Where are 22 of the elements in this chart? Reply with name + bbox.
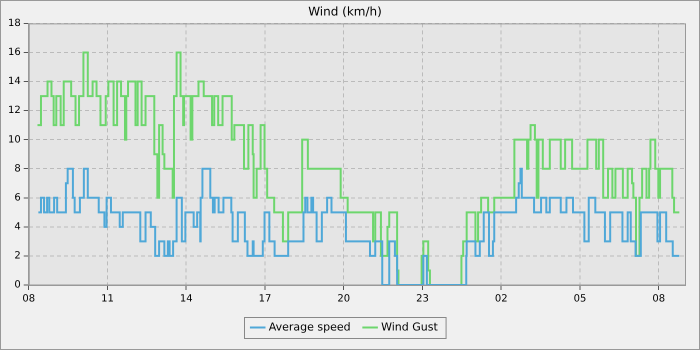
x-tick-label: 14 xyxy=(180,294,193,305)
legend-label: Average speed xyxy=(268,320,351,334)
y-tick-label: 4 xyxy=(14,221,21,232)
y-tick-label: 2 xyxy=(14,250,21,262)
x-tick-label: 08 xyxy=(652,294,666,305)
chart-title: Wind (km/h) xyxy=(308,4,382,18)
y-tick-label: 14 xyxy=(8,76,21,88)
x-tick-label: 05 xyxy=(574,294,586,305)
x-tick-label: 08 xyxy=(22,294,36,305)
y-tick-label: 8 xyxy=(14,163,21,174)
y-tick-label: 10 xyxy=(8,134,21,146)
x-tick-label: 11 xyxy=(101,294,114,305)
x-tick-label: 17 xyxy=(258,294,272,305)
x-tick-label: 23 xyxy=(416,294,429,305)
y-tick-label: 16 xyxy=(8,47,21,58)
x-tick-label: 20 xyxy=(337,294,350,305)
y-tick-label: 6 xyxy=(14,192,21,204)
y-tick-label: 18 xyxy=(8,18,21,29)
y-tick-label: 0 xyxy=(14,280,21,291)
legend-label: Wind Gust xyxy=(381,320,438,334)
x-tick-label: 02 xyxy=(494,294,508,305)
y-tick-label: 12 xyxy=(8,105,21,116)
